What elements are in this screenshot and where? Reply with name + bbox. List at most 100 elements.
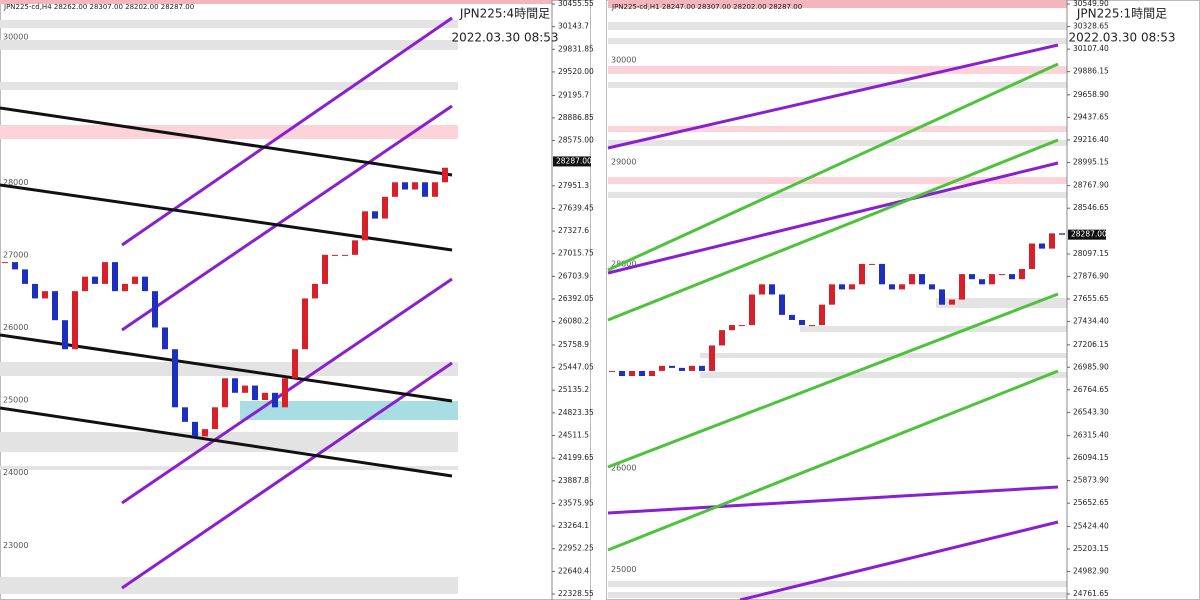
- y-tick-label: 25424.40: [1073, 521, 1109, 530]
- trend-line: [607, 485, 1059, 515]
- y-tick-label: 25652.65: [1073, 498, 1109, 507]
- candle: [402, 182, 408, 190]
- price-zone: [240, 401, 458, 420]
- y-tick-label: 26094.15: [1073, 453, 1109, 462]
- candle: [432, 182, 438, 197]
- candle: [422, 182, 428, 197]
- y-tick-label: 30143.7: [558, 22, 589, 31]
- candle: [232, 378, 238, 393]
- y-tick-label: 24982.90: [1073, 566, 1109, 575]
- y-tick-label: 29437.65: [1073, 112, 1109, 121]
- level-label: 27000: [3, 250, 28, 259]
- candle: [869, 263, 875, 265]
- candle: [362, 211, 368, 241]
- trend-line: [121, 361, 453, 590]
- y-tick-label: 28546.65: [1073, 203, 1109, 212]
- price-zone: [0, 0, 552, 4]
- candle: [1049, 233, 1055, 249]
- candle: [1059, 233, 1065, 235]
- price-zone: [700, 353, 1067, 358]
- candle: [989, 274, 995, 285]
- y-tick-label: 26764.65: [1073, 385, 1109, 394]
- y-tick-label: 28575.00: [558, 136, 594, 145]
- level-label: 29000: [611, 157, 636, 166]
- y-tick-label: 24761.65: [1073, 589, 1109, 598]
- price-zone: [700, 372, 1067, 378]
- candle: [1009, 274, 1015, 280]
- trend-line: [607, 138, 1059, 322]
- price-zone: [608, 126, 1067, 132]
- price-zone: [0, 20, 458, 28]
- trend-line: [0, 183, 453, 252]
- y-tick-label: 25135.2: [558, 385, 589, 394]
- level-label: 25000: [611, 565, 636, 574]
- candle: [919, 274, 925, 285]
- trend-line: [739, 520, 1059, 600]
- timestamp: 2022.03.30 08:53: [1068, 31, 1175, 45]
- candle: [789, 314, 795, 320]
- y-tick-label: 25447.05: [558, 363, 594, 372]
- price-zone: [608, 140, 1067, 146]
- candle: [669, 365, 675, 368]
- candle: [52, 291, 58, 321]
- candle: [292, 349, 298, 379]
- y-tick-label: 25203.15: [1073, 544, 1109, 553]
- candle: [709, 345, 715, 371]
- y-tick-label: 28097.15: [1073, 249, 1109, 258]
- price-zone: [608, 82, 1067, 88]
- y-tick-label: 28995.15: [1073, 157, 1109, 166]
- candle: [689, 365, 695, 371]
- candle: [1029, 243, 1035, 270]
- y-tick-label: 29520.00: [558, 67, 594, 76]
- candle: [202, 429, 208, 437]
- candle: [142, 276, 148, 292]
- y-tick-label: 26985.90: [1073, 362, 1109, 371]
- trend-line: [121, 104, 453, 332]
- candle: [222, 378, 228, 408]
- candle: [412, 182, 418, 190]
- y-tick-label: 25873.90: [1073, 476, 1109, 485]
- price-tag: [553, 156, 591, 167]
- candle: [819, 304, 825, 326]
- candle: [252, 385, 258, 401]
- price-zone: [0, 125, 458, 139]
- candle: [679, 367, 685, 371]
- y-tick-label: 24511.5: [558, 431, 589, 440]
- y-tick-label: 22952.25: [558, 544, 594, 553]
- price-zone: [936, 298, 1067, 308]
- y-tick-label: 27876.90: [1073, 271, 1109, 280]
- candle: [2, 262, 8, 264]
- candle: [729, 325, 735, 331]
- candle: [769, 284, 775, 295]
- level-label: 28000: [3, 178, 28, 187]
- y-tick-label: 24199.65: [558, 453, 594, 462]
- candle: [242, 385, 248, 393]
- y-tick-label: 30328.65: [1073, 22, 1109, 31]
- price-zone: [0, 40, 458, 50]
- trend-line: [607, 292, 1059, 469]
- candle: [212, 407, 218, 430]
- level-label: 25000: [3, 396, 28, 405]
- trend-line: [0, 406, 453, 478]
- y-tick-label: 26080.2: [558, 317, 589, 326]
- candle: [12, 262, 18, 270]
- candle: [629, 370, 635, 377]
- level-label: 23000: [3, 541, 28, 550]
- price-zone: [608, 192, 1067, 198]
- candle: [849, 284, 855, 290]
- candle: [799, 319, 805, 326]
- y-tick-label: 30549.90: [1073, 0, 1109, 8]
- level-label: 26000: [611, 463, 636, 472]
- candle: [639, 370, 645, 377]
- price-zone: [608, 38, 1067, 44]
- price-zone: [608, 22, 1067, 30]
- candle: [969, 274, 975, 280]
- price-tag-label: 28287.00: [556, 156, 592, 165]
- candle: [999, 274, 1005, 276]
- y-tick-label: 26703.9: [558, 271, 589, 280]
- chart-header: JPN225-cd,H4 28262.00 28307.00 28202.00 …: [3, 3, 194, 11]
- candle: [779, 294, 785, 315]
- candle: [929, 284, 935, 290]
- price-tag: [1068, 229, 1106, 240]
- y-tick-label: 23264.1: [558, 521, 589, 530]
